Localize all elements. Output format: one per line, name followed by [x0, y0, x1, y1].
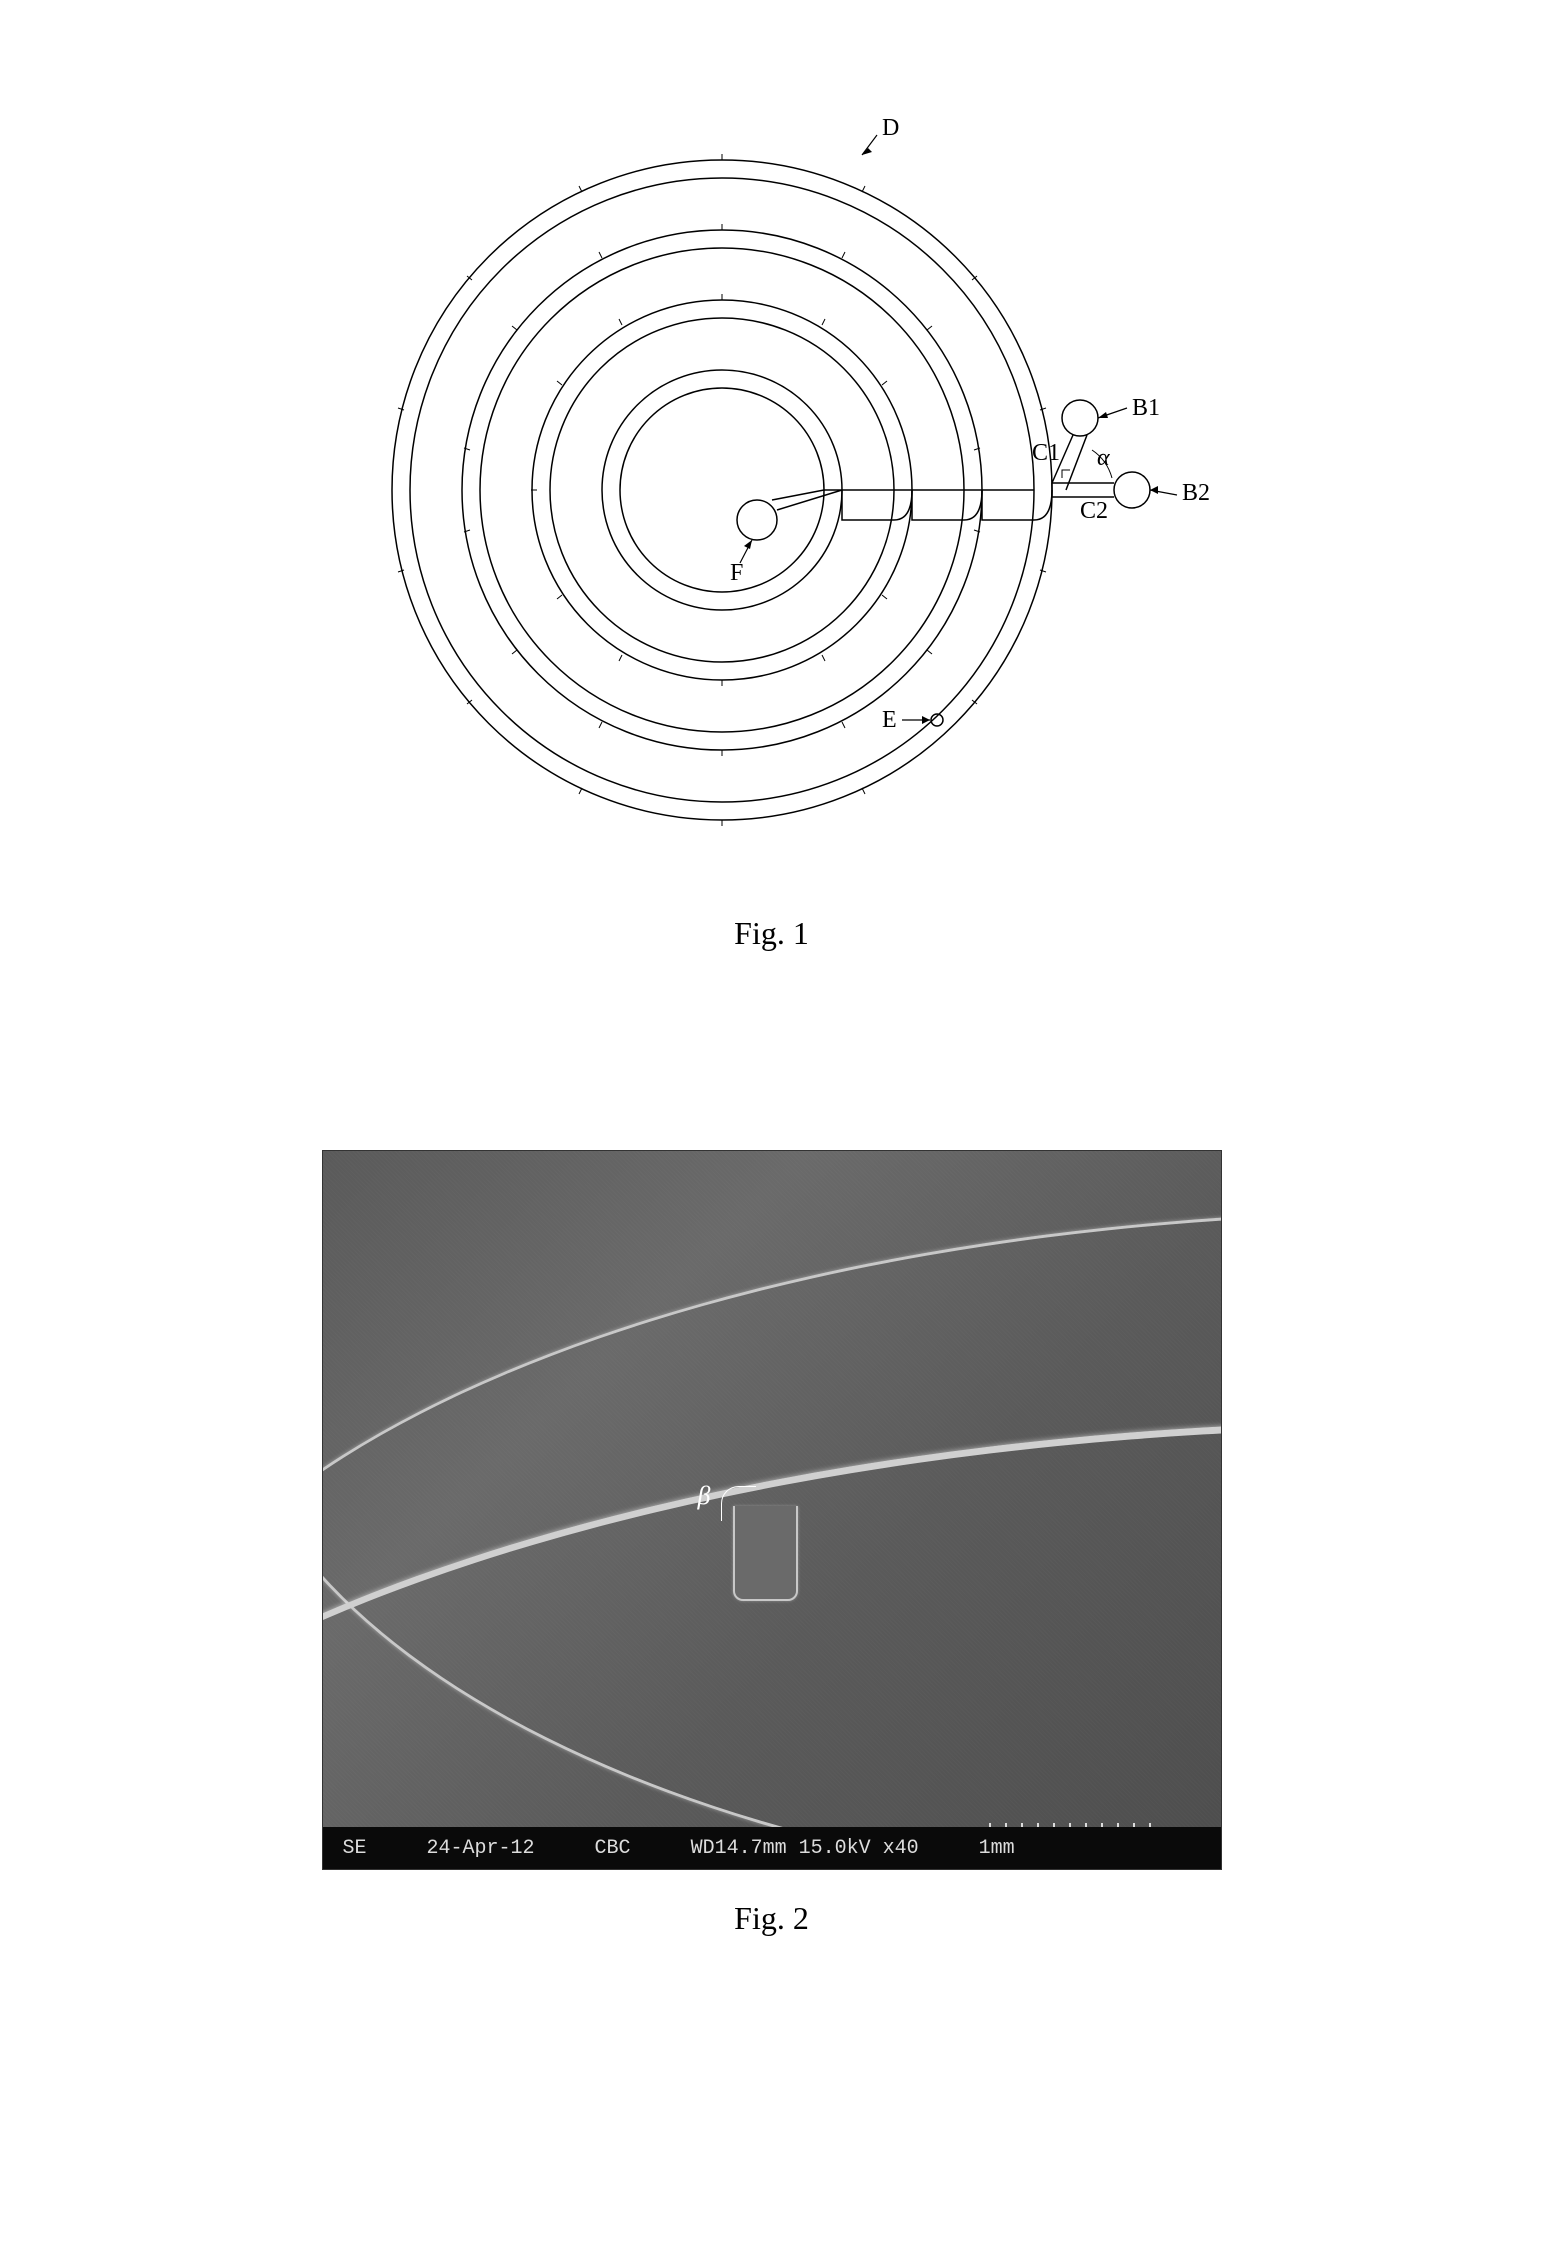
sem-micrograph: β SE 24-Apr-12 CBC WD14.7mm 15.0kV x40 1… — [322, 1150, 1222, 1870]
sem-info-bar: SE 24-Apr-12 CBC WD14.7mm 15.0kV x40 1mm — [323, 1827, 1221, 1869]
label-f: F — [730, 560, 743, 586]
figure-2-caption: Fig. 2 — [322, 1900, 1222, 1937]
label-c2: C2 — [1080, 498, 1108, 524]
figure-1-container: D B1 B2 C1 C2 α F — [322, 100, 1222, 952]
label-b2: B2 — [1182, 480, 1210, 506]
label-b1: B1 — [1132, 395, 1160, 421]
figure-2-container: β SE 24-Apr-12 CBC WD14.7mm 15.0kV x40 1… — [322, 1150, 1222, 1937]
sem-detector: SE — [343, 1837, 367, 1860]
sem-source: CBC — [595, 1837, 631, 1860]
sem-settings: WD14.7mm 15.0kV x40 — [691, 1837, 919, 1860]
sem-beta-arc — [721, 1486, 756, 1521]
label-e: E — [882, 707, 897, 733]
sem-scale: 1mm — [979, 1837, 1015, 1860]
label-d: D — [882, 115, 899, 141]
figure-1-caption: Fig. 1 — [322, 915, 1222, 952]
spiral-diagram: D B1 B2 C1 C2 α F — [322, 100, 1222, 880]
label-beta: β — [698, 1481, 711, 1511]
label-c1: C1 — [1032, 440, 1060, 466]
sem-date: 24-Apr-12 — [427, 1837, 535, 1860]
